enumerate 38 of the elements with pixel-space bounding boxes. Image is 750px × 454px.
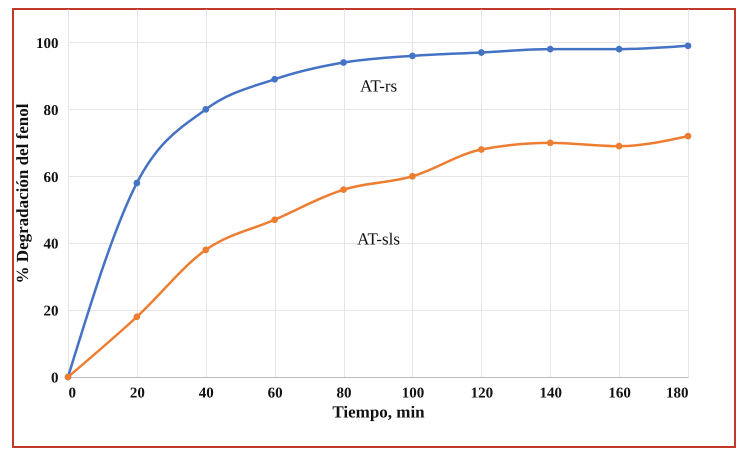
- point: [340, 59, 347, 66]
- point: [134, 180, 140, 186]
- point: [546, 46, 554, 52]
- point: [271, 76, 278, 83]
- x-tick-label: 100: [402, 386, 424, 402]
- point: [202, 246, 210, 254]
- point: [478, 146, 485, 153]
- y-tick-label: 0: [51, 370, 58, 386]
- point: [271, 216, 278, 224]
- point: [409, 52, 416, 60]
- y-tick-label: 100: [36, 36, 58, 52]
- point: [684, 132, 692, 140]
- point: [340, 186, 347, 193]
- point: [616, 142, 622, 150]
- point: [478, 49, 485, 56]
- point: [202, 106, 210, 113]
- x-tick-label: 80: [336, 386, 352, 402]
- x-tick-label: 180: [666, 386, 688, 402]
- y-tick-label: 20: [44, 304, 58, 320]
- x-tick-label: 60: [268, 386, 283, 402]
- x-axis-title: Tiempo, min: [332, 402, 426, 422]
- point: [134, 313, 140, 320]
- y-tick-label: 40: [44, 236, 58, 253]
- y-tick-label: 80: [44, 102, 58, 119]
- point: [616, 46, 622, 52]
- y-axis-title: % Degradación del fenol: [13, 103, 32, 284]
- x-tick-label: 160: [608, 386, 631, 402]
- point: [409, 172, 416, 180]
- point: [546, 139, 554, 146]
- series-label: AT-rs: [360, 76, 398, 96]
- y-tick-label: 60: [44, 170, 58, 186]
- x-tick-label: 120: [470, 386, 494, 402]
- text: AT-sls: [357, 230, 400, 249]
- x-tick-label: 20: [130, 386, 145, 402]
- point: [684, 42, 692, 50]
- x-tick-label: 40: [198, 386, 214, 402]
- x-tick-label: 140: [539, 386, 562, 402]
- x-tick-label: 0: [68, 386, 76, 402]
